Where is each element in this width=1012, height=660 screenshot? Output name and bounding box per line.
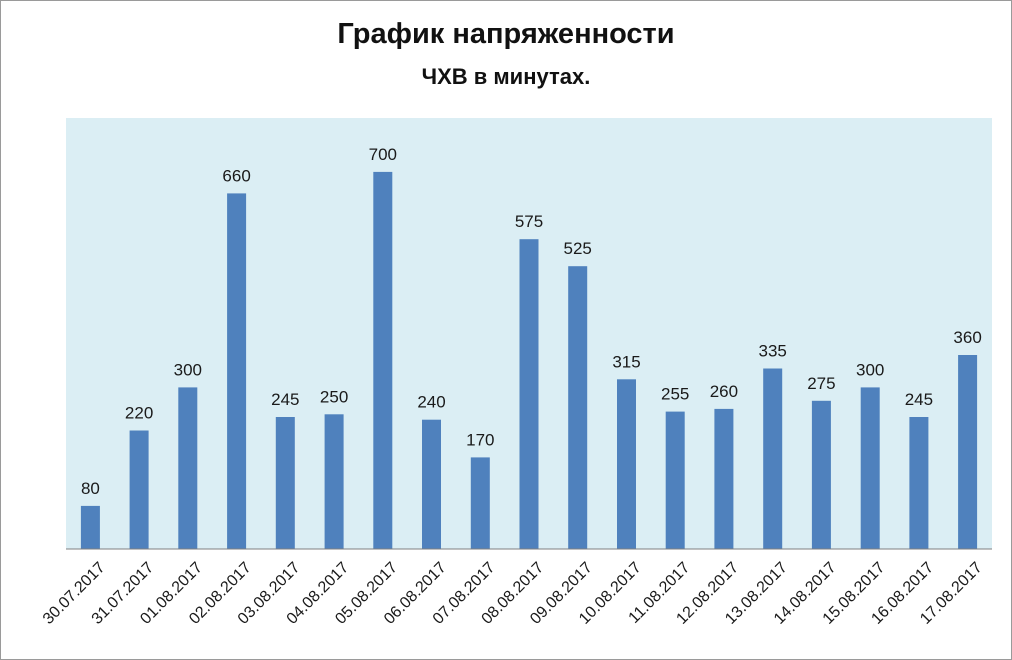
bar-13.08.2017	[763, 368, 783, 549]
bars-layer	[80, 171, 978, 549]
bar-02.08.2017	[227, 193, 247, 549]
data-label: 315	[612, 352, 640, 371]
data-label: 525	[564, 239, 592, 258]
value-labels-layer: 80 220 300 660 245 250 700 240 170 575 525 315 255 26…	[81, 145, 982, 498]
data-label: 575	[515, 212, 543, 231]
bar-30.07.2017	[80, 505, 100, 549]
data-label: 170	[466, 430, 494, 449]
data-label: 220	[125, 404, 153, 423]
bar-31.07.2017	[129, 430, 149, 549]
bar-05.08.2017	[373, 171, 393, 549]
bar-15.08.2017	[860, 387, 880, 549]
data-label: 240	[417, 393, 445, 412]
data-label: 300	[856, 360, 884, 379]
data-label: 660	[222, 166, 250, 185]
data-label: 700	[369, 145, 397, 164]
tick-labels-layer: 30.07.201731.07.201701.08.201702.08.2017…	[40, 559, 986, 628]
chart-title: График напряженности	[337, 18, 675, 50]
bar-06.08.2017	[422, 419, 441, 549]
data-label: 335	[759, 342, 787, 361]
bar-10.08.2017	[617, 379, 636, 549]
bar-08.08.2017	[519, 239, 539, 549]
bar-04.08.2017	[324, 414, 344, 549]
data-label: 80	[81, 479, 100, 498]
chart-subtitle: ЧХВ в минутах.	[421, 64, 591, 89]
bar-07.08.2017	[470, 457, 490, 549]
bar-11.08.2017	[665, 411, 685, 549]
data-label: 250	[320, 387, 348, 406]
data-label: 245	[905, 390, 933, 409]
data-label: 255	[661, 385, 689, 404]
bar-17.08.2017	[958, 355, 978, 549]
bar-14.08.2017	[811, 400, 831, 549]
bar-03.08.2017	[275, 417, 295, 549]
bar-16.08.2017	[909, 417, 929, 549]
data-label: 360	[953, 328, 981, 347]
bar-12.08.2017	[714, 408, 734, 549]
data-label: 300	[174, 360, 202, 379]
bar-01.08.2017	[178, 387, 198, 549]
data-label: 275	[807, 374, 835, 393]
data-label: 260	[710, 382, 738, 401]
data-label: 245	[271, 390, 299, 409]
bar-09.08.2017	[568, 266, 588, 549]
